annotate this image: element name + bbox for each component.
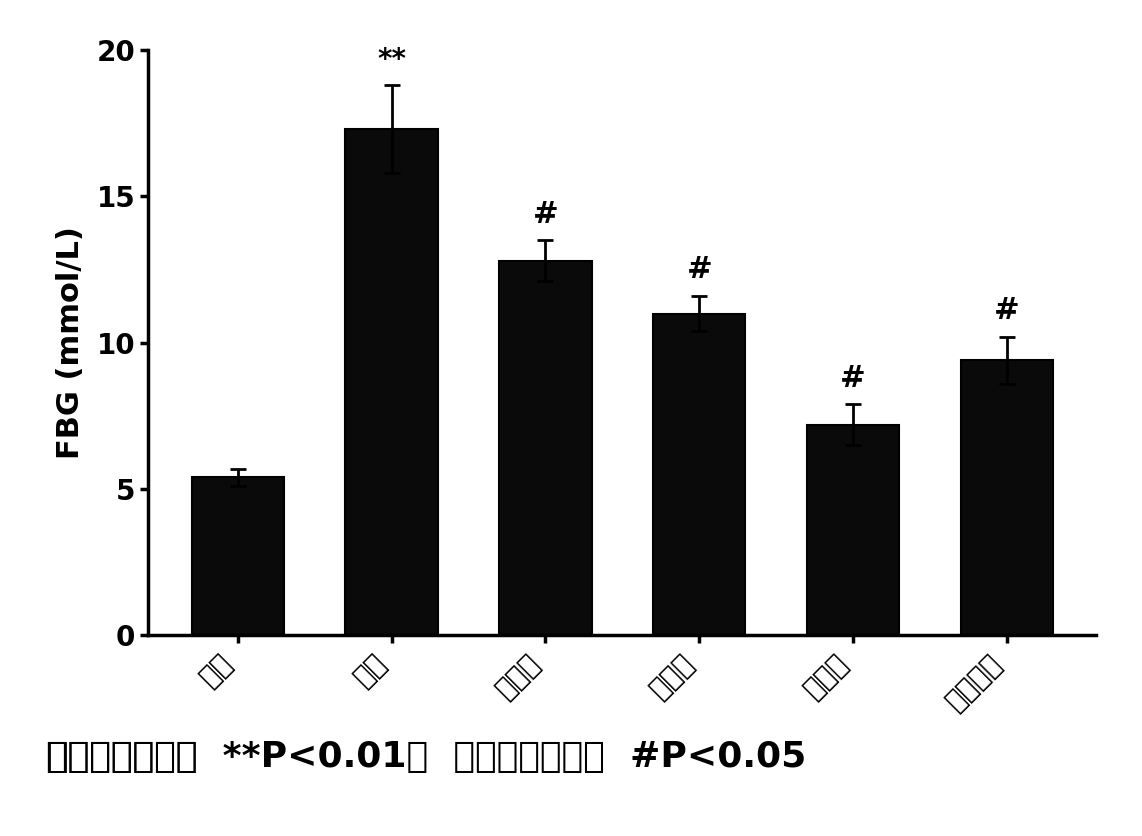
Text: 与正常组相比，  **P<0.01；  与模型组相比，  #P<0.05: 与正常组相比， **P<0.01； 与模型组相比， #P<0.05 [46,740,806,773]
Text: #: # [686,255,713,284]
Text: #: # [841,364,866,393]
Bar [807,425,900,635]
Bar [345,130,437,635]
Text: #: # [995,296,1020,325]
Text: **: ** [377,46,407,74]
Bar [960,360,1053,635]
Bar [653,314,746,635]
Bar [192,477,284,635]
Bar [499,261,592,635]
Text: #: # [532,200,558,228]
Text: 与正常组相比，: 与正常组相比， [46,740,198,773]
Y-axis label: FBG (mmol/L): FBG (mmol/L) [56,227,86,459]
